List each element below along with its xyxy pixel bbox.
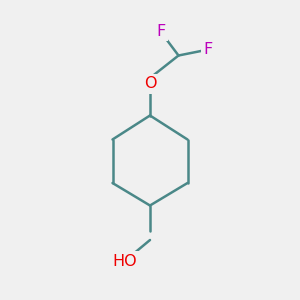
Text: HO: HO: [112, 254, 137, 268]
Text: O: O: [144, 76, 156, 92]
Text: F: F: [204, 42, 213, 57]
Text: F: F: [156, 24, 165, 39]
